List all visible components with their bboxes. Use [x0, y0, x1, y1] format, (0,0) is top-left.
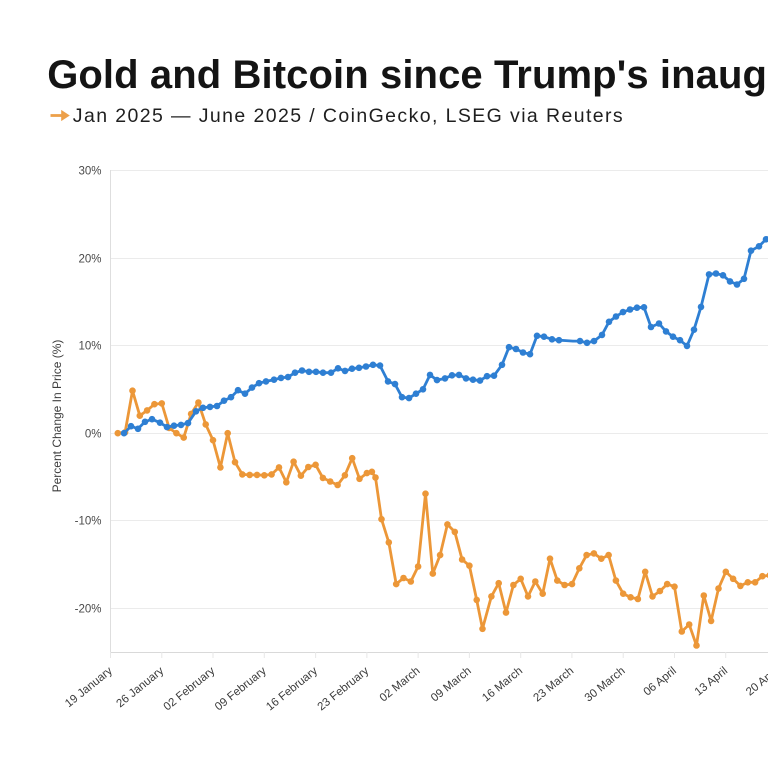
svg-text:30%: 30%: [78, 166, 101, 178]
svg-text:09 February: 09 February: [213, 665, 269, 714]
svg-text:-10%: -10%: [75, 516, 102, 528]
svg-text:13 April: 13 April: [693, 665, 730, 698]
svg-text:Percent Change In Price (%): Percent Change In Price (%): [50, 340, 64, 493]
svg-text:19 January: 19 January: [63, 665, 115, 710]
svg-text:23 February: 23 February: [316, 665, 372, 714]
svg-text:26 January: 26 January: [114, 665, 166, 710]
svg-text:10%: 10%: [78, 341, 101, 353]
svg-text:30 March: 30 March: [583, 665, 628, 704]
svg-text:20 April: 20 April: [744, 665, 768, 698]
svg-text:0%: 0%: [85, 429, 102, 441]
svg-text:20%: 20%: [78, 254, 101, 266]
svg-text:16 February: 16 February: [264, 665, 320, 714]
svg-text:02 February: 02 February: [162, 665, 218, 714]
svg-text:06 April: 06 April: [642, 665, 679, 698]
svg-text:09 March: 09 March: [429, 665, 474, 704]
svg-text:23 March: 23 March: [531, 665, 576, 704]
svg-text:16 March: 16 March: [480, 665, 525, 704]
svg-text:02 March: 02 March: [378, 665, 423, 704]
svg-text:-20%: -20%: [75, 604, 102, 616]
